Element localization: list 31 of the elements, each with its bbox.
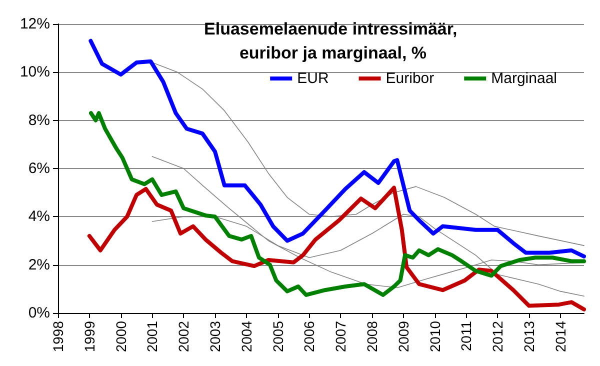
- x-tick-label: 2012: [490, 320, 506, 352]
- legend-label: EUR: [297, 70, 329, 87]
- x-tick-label: 2011: [458, 320, 474, 352]
- x-tick-label: 2013: [521, 320, 538, 352]
- y-tick-label: 8%: [28, 112, 50, 129]
- y-tick-label: 6%: [28, 160, 50, 177]
- x-tick-label: 2006: [301, 320, 318, 352]
- y-tick-label: 2%: [28, 256, 50, 274]
- y-tick-label: 12%: [20, 16, 50, 32]
- x-tick-label: 2001: [144, 320, 160, 352]
- legend-label: Euribor: [386, 70, 434, 87]
- x-tick-label: 1998: [50, 320, 66, 352]
- line-series: [87, 186, 586, 312]
- x-tick-label: 2010: [426, 320, 443, 352]
- y-tick-label: 4%: [28, 208, 50, 226]
- x-tick-label: 1999: [81, 320, 98, 352]
- legend-label: Marginaal: [491, 70, 558, 87]
- line-series: [88, 38, 586, 258]
- x-tick-label: 2007: [332, 320, 349, 352]
- x-tick-label: 2002: [176, 320, 192, 352]
- x-tick-label: 2005: [270, 320, 286, 352]
- x-tick-label: 2014: [552, 320, 568, 352]
- chart-title: Eluasemelaenude intressimäär, euribor ja marginaal, %: [204, 20, 462, 62]
- line-series: [88, 111, 586, 297]
- x-tick-label: 2008: [364, 320, 380, 352]
- x-tick-label: 2009: [395, 320, 412, 352]
- x-tick-label: 2003: [207, 320, 224, 352]
- x-tick-label: 2000: [112, 320, 129, 352]
- y-tick-label: 10%: [20, 64, 50, 81]
- x-tick-label: 2004: [238, 320, 254, 352]
- y-tick-label: 0%: [28, 304, 50, 322]
